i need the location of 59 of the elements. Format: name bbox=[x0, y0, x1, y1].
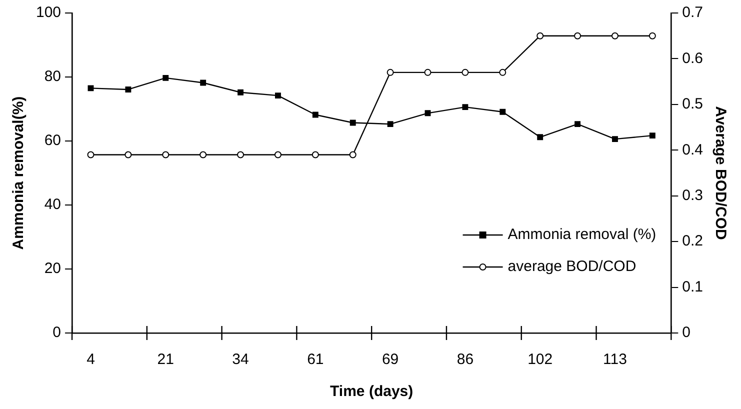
point bbox=[499, 68, 506, 76]
y-tick-label: 20 bbox=[44, 260, 62, 278]
x-tick-label: 113 bbox=[603, 351, 627, 368]
y2-tick-label: 0.7 bbox=[682, 4, 704, 22]
point bbox=[275, 92, 281, 99]
point bbox=[386, 68, 394, 76]
point bbox=[612, 136, 618, 142]
point bbox=[424, 68, 432, 76]
x-axis-title: Time (days) bbox=[330, 383, 414, 400]
x-tick-label: 34 bbox=[232, 351, 249, 368]
y-tick-label: 80 bbox=[44, 68, 62, 86]
y2-tick-label: 0.4 bbox=[682, 141, 704, 158]
y-tick-label: 0 bbox=[52, 324, 62, 342]
y-tick-label: 60 bbox=[44, 132, 62, 150]
y2-tick-label: 0.1 bbox=[682, 278, 704, 296]
point bbox=[238, 89, 244, 96]
x-tick-label: 69 bbox=[382, 351, 399, 368]
y-tick-label: 100 bbox=[36, 4, 62, 22]
y-axis-title: Ammonia removal(%) bbox=[10, 96, 28, 250]
point bbox=[536, 32, 544, 40]
x-tick-label: 102 bbox=[528, 351, 553, 368]
x-tick-label: 21 bbox=[157, 351, 174, 368]
point bbox=[312, 112, 318, 118]
point bbox=[200, 80, 206, 86]
point bbox=[462, 104, 468, 110]
point bbox=[162, 74, 169, 81]
y-tick-label: 40 bbox=[44, 196, 62, 214]
x-tick-label: 86 bbox=[456, 351, 474, 368]
y2-tick-label: 0 bbox=[682, 324, 690, 342]
point bbox=[200, 151, 207, 158]
legend-label: Ammonia removal (%) bbox=[508, 226, 656, 244]
legend-label: average BOD/COD bbox=[508, 258, 636, 276]
point bbox=[500, 108, 506, 115]
point bbox=[274, 151, 282, 158]
x-tick-label: 61 bbox=[307, 351, 324, 368]
point bbox=[611, 32, 618, 40]
point bbox=[537, 134, 544, 140]
point bbox=[574, 32, 582, 40]
point bbox=[237, 151, 244, 158]
point bbox=[350, 120, 356, 126]
point bbox=[162, 151, 170, 158]
point bbox=[462, 68, 469, 76]
point bbox=[387, 121, 394, 128]
point bbox=[574, 121, 581, 128]
y2-tick-label: 0.3 bbox=[682, 187, 704, 204]
point bbox=[648, 32, 656, 40]
y2-axis-title: Average BOD/COD bbox=[712, 106, 729, 240]
point bbox=[88, 85, 94, 92]
x-tick-label: 4 bbox=[86, 351, 95, 368]
point bbox=[125, 86, 132, 92]
y2-tick-label: 0.5 bbox=[682, 96, 704, 113]
point bbox=[312, 151, 319, 158]
point bbox=[649, 132, 656, 139]
point bbox=[87, 151, 94, 158]
point bbox=[124, 151, 132, 158]
y2-tick-label: 0.2 bbox=[682, 232, 704, 250]
point bbox=[424, 110, 431, 116]
point bbox=[349, 151, 356, 158]
y2-tick-label: 0.6 bbox=[682, 50, 704, 67]
